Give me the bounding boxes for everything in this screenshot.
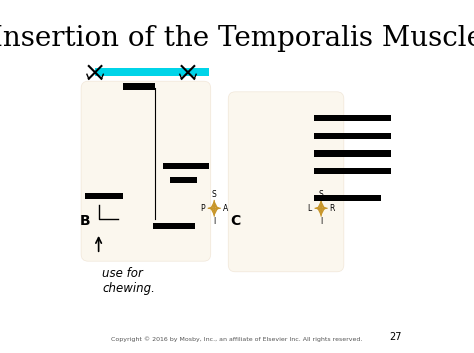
FancyBboxPatch shape [314, 133, 391, 139]
FancyBboxPatch shape [314, 150, 391, 157]
Text: P: P [201, 204, 205, 213]
FancyBboxPatch shape [314, 168, 391, 174]
FancyBboxPatch shape [314, 115, 391, 121]
Text: I: I [320, 217, 322, 226]
Text: 27: 27 [389, 333, 401, 342]
Text: B: B [79, 214, 90, 228]
Text: Insertion of the Temporalis Muscle: Insertion of the Temporalis Muscle [0, 25, 474, 52]
Text: Copyright © 2016 by Mosby, Inc., an affiliate of Elsevier Inc. All rights reserv: Copyright © 2016 by Mosby, Inc., an affi… [111, 337, 363, 342]
Text: I: I [213, 217, 215, 226]
Text: S: S [319, 190, 323, 199]
Text: L: L [308, 204, 312, 213]
FancyBboxPatch shape [153, 223, 195, 229]
Text: C: C [230, 214, 240, 228]
FancyBboxPatch shape [228, 92, 344, 272]
FancyBboxPatch shape [81, 81, 211, 261]
Text: S: S [212, 190, 217, 199]
Text: A: A [223, 204, 228, 213]
FancyBboxPatch shape [314, 195, 381, 201]
FancyBboxPatch shape [84, 193, 123, 199]
FancyBboxPatch shape [123, 83, 155, 90]
Text: use for
chewing.: use for chewing. [102, 267, 155, 294]
Text: R: R [329, 204, 335, 213]
FancyBboxPatch shape [171, 177, 197, 183]
FancyBboxPatch shape [95, 68, 209, 76]
FancyBboxPatch shape [164, 163, 209, 169]
